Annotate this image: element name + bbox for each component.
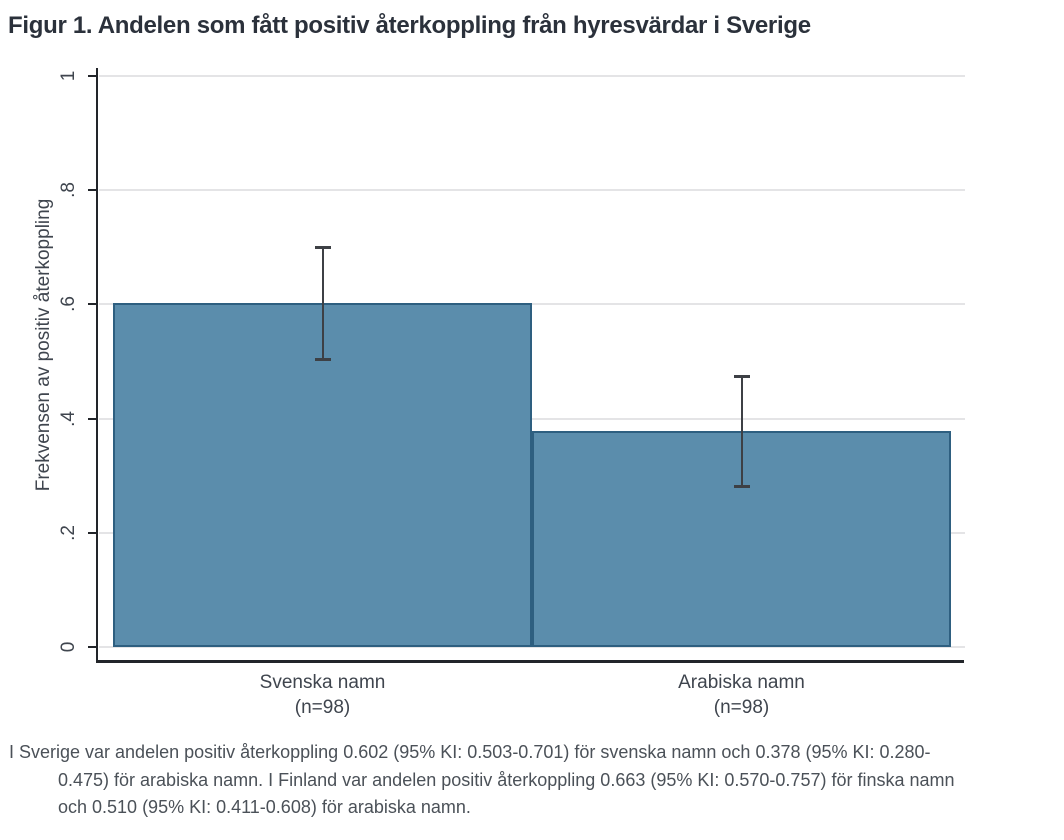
y-axis-tick bbox=[88, 303, 97, 306]
y-tick-label: 0 bbox=[58, 641, 79, 653]
y-gridline bbox=[99, 189, 965, 192]
y-gridline bbox=[99, 417, 965, 420]
error-bar bbox=[740, 375, 743, 488]
y-gridline bbox=[99, 646, 965, 648]
x-category-n: (n=98) bbox=[713, 697, 770, 718]
y-tick-label: .6 bbox=[58, 296, 79, 313]
x-category-label: Arabiska namn (n=98) bbox=[582, 670, 902, 720]
error-bar-cap-bottom bbox=[314, 357, 331, 361]
error-bar-cap-top bbox=[733, 374, 750, 378]
y-tick-label: .2 bbox=[58, 524, 79, 541]
caption-line: och 0.510 (95% KI: 0.411-0.608) för arab… bbox=[58, 797, 471, 817]
x-category-label: Svenska namn (n=98) bbox=[163, 670, 483, 720]
y-tick-label: .8 bbox=[58, 182, 79, 199]
y-axis-tick bbox=[88, 75, 97, 77]
y-gridline bbox=[99, 75, 965, 77]
y-axis-tick bbox=[88, 417, 97, 420]
figure-caption: I Sverige var andelen positiv återkoppli… bbox=[9, 739, 1048, 822]
x-category-n: (n=98) bbox=[294, 697, 351, 718]
caption-line: 0.475) för arabiska namn. I Finland var … bbox=[58, 769, 955, 790]
y-axis-title: Frekvensen av positiv återkoppling bbox=[33, 198, 54, 492]
y-tick-label: 1 bbox=[58, 70, 79, 82]
x-axis-line bbox=[96, 660, 964, 663]
caption-line: I Sverige var andelen positiv återkoppli… bbox=[9, 742, 931, 762]
y-gridline bbox=[99, 303, 965, 306]
figure-title: Figur 1. Andelen som fått positiv återko… bbox=[8, 12, 811, 39]
error-bar-cap-top bbox=[314, 245, 331, 249]
y-tick-label: .4 bbox=[58, 410, 79, 427]
x-category-name: Svenska namn bbox=[259, 672, 386, 693]
y-axis-tick bbox=[88, 531, 97, 534]
y-axis-tick bbox=[88, 646, 97, 648]
y-axis-line bbox=[96, 68, 98, 663]
error-bar-cap-bottom bbox=[733, 485, 750, 489]
y-axis-tick bbox=[88, 189, 97, 192]
error-bar bbox=[321, 246, 324, 360]
x-category-name: Arabiska namn bbox=[678, 672, 805, 693]
